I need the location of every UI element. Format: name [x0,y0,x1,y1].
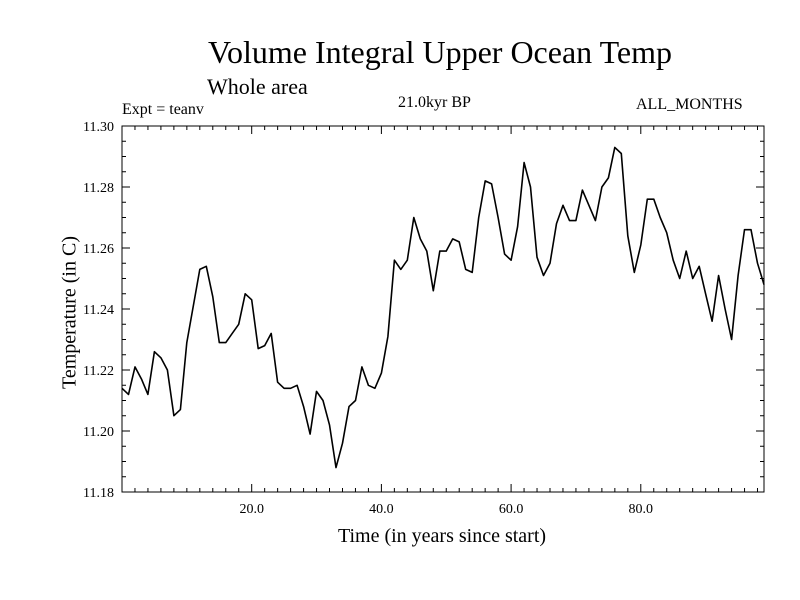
experiment-label: Expt = teanv [122,101,204,118]
y-tick-label: 11.18 [83,486,114,501]
temperature-series-line [121,146,765,469]
x-tick-label: 60.0 [499,502,524,517]
axis-ticks [122,126,764,492]
chart-subtitle: Whole area [207,74,308,99]
y-tick-label: 11.26 [83,242,114,257]
x-tick-label: 80.0 [629,502,654,517]
plot-frame [121,125,765,493]
period-label: 21.0kyr BP [398,94,471,111]
y-tick-label: 11.30 [83,120,114,135]
x-axis-label: Time (in years since start) [337,525,547,547]
chart-title: Volume Integral Upper Ocean Temp [208,34,672,70]
y-tick-label: 11.20 [83,425,114,440]
y-tick-label: 11.22 [83,364,114,379]
y-tick-label: 11.24 [83,303,114,318]
axis-tick-labels: 20.0 40.0 60.0 80.0 11.18 11.20 11.22 11.24 11.2… [83,120,653,517]
x-tick-label: 40.0 [369,502,394,517]
x-tick-label: 20.0 [239,502,264,517]
y-tick-label: 11.28 [83,181,114,196]
months-label: ALL_MONTHS [636,96,743,113]
